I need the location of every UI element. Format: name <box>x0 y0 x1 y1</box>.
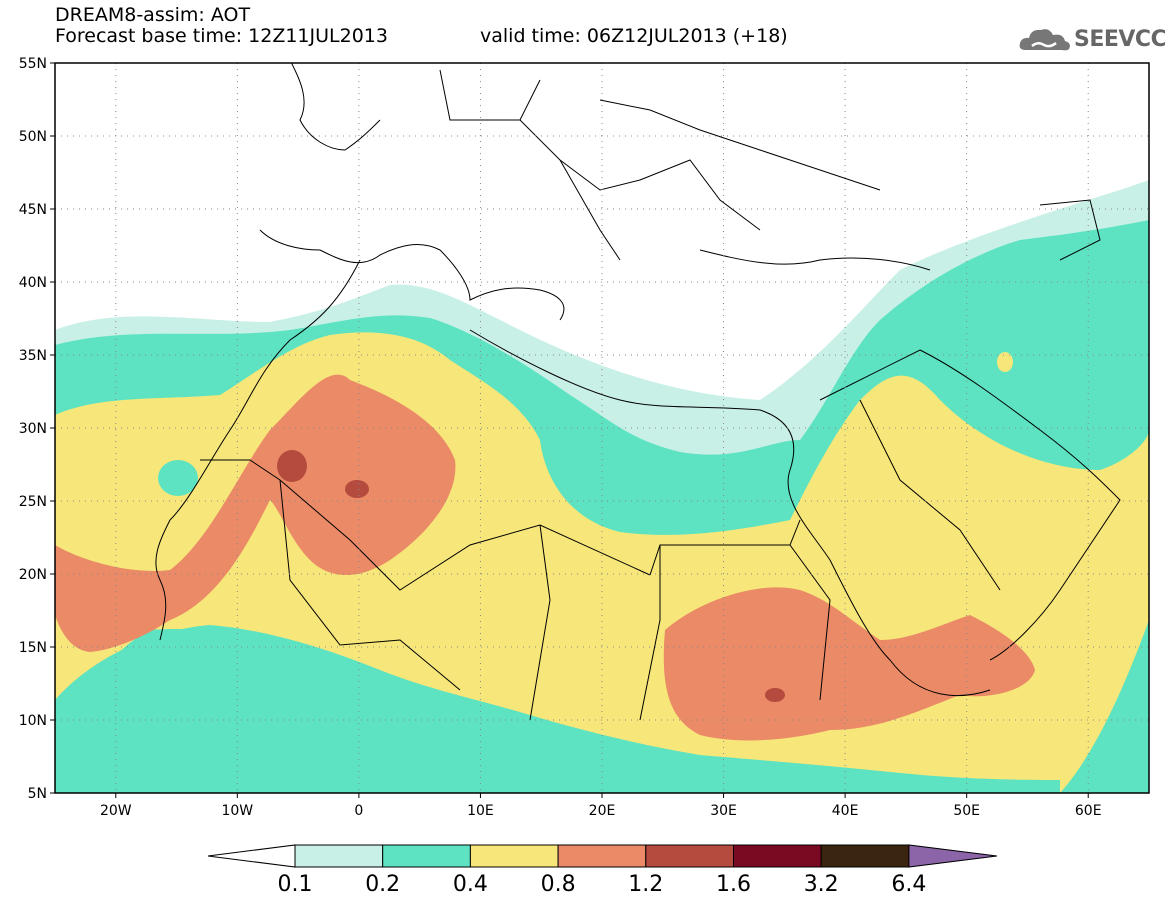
legend-label: 0.1 <box>278 872 313 897</box>
lon-tick-label: 30E <box>710 803 737 819</box>
aot-band-0.8-east <box>663 587 1035 741</box>
lat-tick-label: 50N <box>19 129 47 145</box>
lon-tick-label: 60E <box>1075 803 1102 819</box>
lat-tick-label: 55N <box>19 56 47 72</box>
aot-band-0.2-canary <box>158 460 198 496</box>
legend-swatch <box>469 844 559 868</box>
legend-label: 0.2 <box>365 872 400 897</box>
legend-swatch <box>645 844 734 868</box>
legend-swatch <box>382 844 471 868</box>
legend-arrow-low <box>207 844 296 868</box>
lon-tick-label: 20W <box>100 803 132 819</box>
legend-label: 0.8 <box>541 872 576 897</box>
map-area <box>55 63 1149 793</box>
lon-tick-label: 20E <box>589 803 616 819</box>
aot-band-0.2-south <box>55 625 1060 793</box>
legend-label: 6.4 <box>891 872 926 897</box>
lat-tick-label: 25N <box>19 494 47 510</box>
aot-band-0.8-west <box>55 374 456 652</box>
legend-swatch <box>294 844 384 868</box>
lat-tick-label: 35N <box>19 348 47 364</box>
latitude-axis: 5N 10N 15N 20N 25N 30N 35N 40N 45N 50N 55N <box>19 56 55 802</box>
aot-band-0.4-spot <box>997 352 1013 372</box>
longitude-axis: 20W 10W 0 10E 20E 30E 40E 50E 60E <box>100 793 1102 819</box>
legend-label: 0.4 <box>453 872 488 897</box>
lat-tick-label: 10N <box>19 713 47 729</box>
forecast-base-time: Forecast base time: 12Z11JUL2013 <box>55 25 388 47</box>
lat-tick-label: 45N <box>19 202 47 218</box>
legend-swatch <box>557 844 647 868</box>
lon-tick-label: 0 <box>354 803 363 819</box>
logo-text: SEEVCCC <box>1074 27 1165 52</box>
lat-tick-label: 40N <box>19 275 47 291</box>
lon-tick-label: 10E <box>467 803 494 819</box>
grid-lines <box>55 63 1149 793</box>
legend-label: 1.6 <box>716 872 751 897</box>
valid-time: valid time: 06Z12JUL2013 (+18) <box>480 25 788 47</box>
legend-colorbar: 0.1 0.2 0.4 0.8 1.2 1.6 3.2 6.4 <box>207 844 997 897</box>
lon-tick-label: 40E <box>832 803 859 819</box>
aot-band-1.2-a <box>277 450 307 482</box>
legend-label: 1.2 <box>628 872 663 897</box>
lon-tick-label: 10W <box>221 803 253 819</box>
legend-swatch <box>733 844 822 868</box>
legend-arrow-high <box>908 844 997 868</box>
aot-band-1.2-b <box>345 480 369 498</box>
aot-band-1.2-c <box>765 688 785 702</box>
seevccc-logo: SEEVCCC <box>1018 24 1165 56</box>
coastlines <box>155 63 1121 721</box>
lat-tick-label: 15N <box>19 640 47 656</box>
cloud-icon <box>1019 29 1070 51</box>
legend-label: 3.2 <box>804 872 839 897</box>
lat-tick-label: 5N <box>28 786 47 802</box>
lon-tick-label: 50E <box>953 803 980 819</box>
lat-tick-label: 30N <box>19 421 47 437</box>
legend-swatch <box>820 844 910 868</box>
lat-tick-label: 20N <box>19 567 47 583</box>
chart-title: DREAM8-assim: AOT <box>55 4 251 26</box>
